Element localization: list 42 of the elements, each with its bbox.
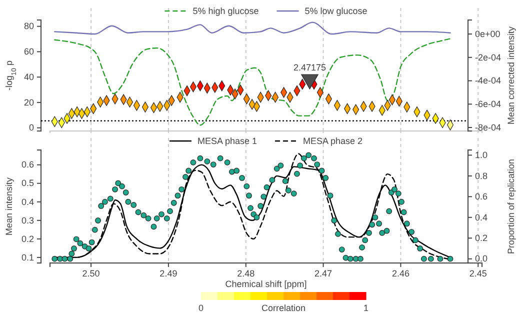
y2-tick-label: -6e-04: [475, 99, 502, 110]
x-tick-label: 2.50: [82, 268, 100, 278]
y2-tick-label: 1.0: [475, 150, 488, 160]
y2-axis-title: Proportion of replication: [506, 158, 516, 254]
y-tick-label: 0.1: [21, 252, 34, 262]
y-tick-label: 20: [24, 97, 34, 108]
annotation: 2.47175: [293, 62, 326, 72]
y-tick-label: 60: [24, 46, 34, 57]
y-tick-label: 0.5: [21, 178, 34, 188]
y2-tick-label: 0.0: [475, 254, 488, 264]
x-tick-label: 2.46: [392, 268, 410, 278]
y2-tick-label: -4e-04: [475, 76, 502, 86]
y-axis-title: Mean intensity: [4, 176, 14, 236]
legend-label: MESA phase 1: [197, 136, 257, 146]
y2-tick-label: 0.2: [475, 233, 488, 243]
y2-tick-label: 0.4: [475, 212, 488, 222]
y-tick-label: 0: [28, 122, 34, 133]
y-tick-label: 0.4: [21, 196, 34, 207]
color-bar-label: 1: [363, 303, 369, 313]
legend-label: 5% high glucose: [192, 6, 259, 16]
x-tick-label: 2.48: [237, 268, 255, 278]
y2-tick-label: -2e-04: [475, 52, 502, 62]
legend-label: 5% low glucose: [304, 6, 368, 16]
y-tick-label: 0.6: [21, 160, 34, 170]
x-axis-title: Chemical shift [ppm]: [225, 279, 307, 289]
legend-label: MESA phase 2: [303, 136, 363, 146]
x-tick-label: 2.49: [160, 268, 178, 278]
x-tick-label: 2.47: [314, 268, 332, 278]
line-series: [54, 22, 451, 35]
y2-tick-label: 0.8: [475, 170, 488, 181]
line-series: [54, 38, 451, 126]
y2-tick-label: -8e-04: [475, 122, 502, 132]
y2-tick-label: 0e+00: [475, 28, 500, 39]
y-tick-label: 80: [24, 21, 34, 32]
y-tick-label: 0.2: [21, 234, 34, 244]
y-tick-label: 0.3: [21, 215, 34, 226]
y-tick-label: 40: [24, 72, 34, 82]
color-bar-label: 0: [198, 303, 204, 313]
y2-axis-title: Mean corrected intensity: [506, 26, 516, 125]
x-tick-label: 2.45: [469, 268, 487, 278]
y2-tick-label: 0.6: [475, 192, 488, 202]
color-bar-title: Correlation: [261, 303, 306, 313]
